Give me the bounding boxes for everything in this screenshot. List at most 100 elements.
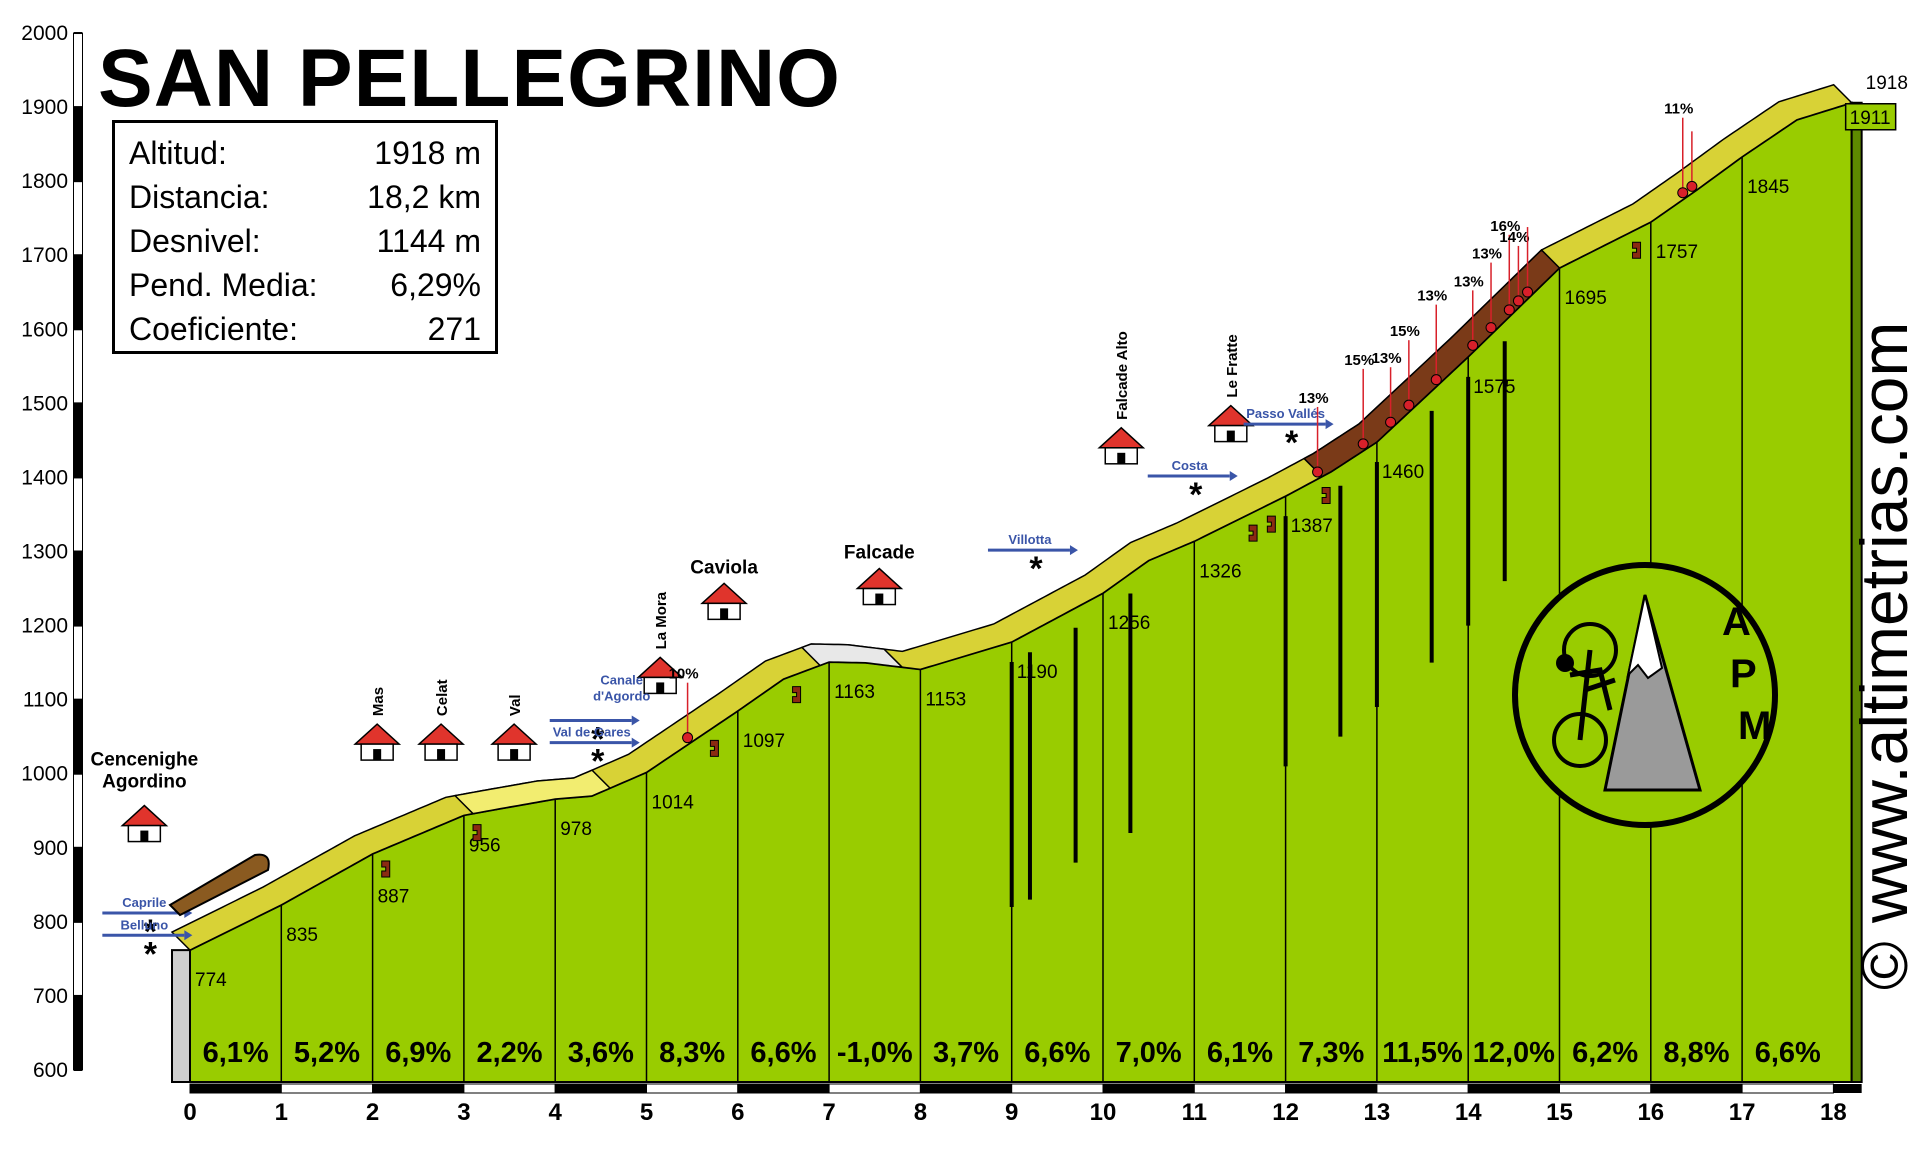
altitude-label: 1695: [1565, 288, 1607, 309]
stat-label: Desnivel:: [129, 223, 261, 259]
road-label: Costa: [1172, 458, 1209, 473]
gradient-marker-label: 16%: [1490, 218, 1520, 235]
house-door-icon: [140, 830, 149, 842]
altitude-label: 1460: [1382, 462, 1424, 483]
road-ribbon: [170, 83, 1854, 952]
place-label: Agordino: [102, 772, 186, 793]
x-axis-segment: [1011, 1083, 1104, 1094]
x-tick-label: 7: [822, 1099, 835, 1126]
x-tick-label: 4: [549, 1099, 563, 1126]
altitude-label: 1190: [1017, 662, 1058, 683]
altitude-label: 1757: [1656, 242, 1698, 263]
house-roof-icon: [700, 582, 749, 605]
stat-value: 1144 m: [376, 223, 481, 259]
x-tick-label: 14: [1455, 1099, 1482, 1126]
house-door-icon: [373, 749, 382, 761]
gradient-label: 6,6%: [1755, 1037, 1821, 1069]
gradient-label: 12,0%: [1473, 1037, 1555, 1069]
altitude-label: 1097: [743, 731, 785, 752]
y-tick-label: 1000: [21, 763, 68, 786]
altitude-label: 835: [286, 925, 318, 946]
village-house-icon: [490, 723, 539, 761]
gradient-marker-dot: [1485, 322, 1497, 334]
road-label: Val de Gares: [553, 725, 631, 740]
section-post-icon: [381, 860, 391, 878]
stat-value: 6,29%: [390, 267, 481, 303]
house-door-icon: [720, 608, 729, 620]
place-label: Caviola: [690, 557, 758, 578]
house-door-icon: [510, 749, 519, 761]
x-axis-segment: [1102, 1083, 1195, 1094]
x-axis-segment: [919, 1083, 1013, 1094]
x-tick-label: 10: [1090, 1099, 1117, 1126]
gradient-label: -1,0%: [837, 1037, 913, 1069]
x-tick-label: 6: [731, 1099, 744, 1126]
x-tick-label: 5: [640, 1099, 653, 1126]
stat-value: 18,2 km: [367, 179, 481, 215]
y-tick-label: 700: [33, 985, 68, 1008]
gradient-marker-dot: [1357, 438, 1369, 450]
cyclist-icon: [1569, 649, 1616, 741]
gradient-marker-label: 13%: [1299, 390, 1329, 407]
y-tick-label: 1400: [21, 466, 68, 489]
place-label: La Mora: [653, 591, 670, 649]
x-tick-label: 9: [1005, 1099, 1018, 1126]
house-roof-icon: [490, 723, 539, 745]
road-label: d'Agordo: [593, 688, 650, 703]
x-tick-label: 2: [366, 1099, 379, 1126]
stat-row-elevation-gain: Desnivel: 1144 m: [129, 219, 481, 263]
y-tick-label: 1700: [21, 244, 68, 267]
gradient-marker-dot: [1312, 466, 1324, 478]
gradient-marker-dot: [1503, 304, 1515, 316]
road-label: Passo Vallés: [1246, 406, 1325, 421]
x-tick-label: 0: [183, 1099, 196, 1126]
gradient-label: 6,6%: [750, 1037, 816, 1069]
junction-star-icon: *: [1029, 550, 1043, 588]
altitude-label: 1326: [1199, 561, 1241, 582]
altitude-tag-box: [1844, 103, 1897, 131]
section-post-icon: [1632, 241, 1642, 259]
y-tick-label: 1500: [21, 392, 68, 415]
logo-letter: P: [1730, 652, 1757, 696]
x-axis-segment: [1833, 1084, 1862, 1093]
junction-star-icon: *: [591, 720, 605, 758]
road-label: Caprile: [122, 895, 166, 910]
gradient-marker-label: 15%: [1390, 323, 1420, 340]
road-label: Belluno: [121, 917, 169, 932]
gradient-label: 2,2%: [476, 1037, 542, 1069]
gradient-marker-dot: [1385, 416, 1397, 428]
stat-value: 271: [427, 311, 481, 347]
altitude-label: 887: [378, 886, 410, 907]
tunnel-icon: [168, 853, 270, 917]
website-credit[interactable]: © www.altimetrias.com: [1847, 321, 1920, 990]
gradient-marker-label: 13%: [1454, 273, 1484, 290]
x-tick-label: 3: [457, 1099, 470, 1126]
x-tick-label: 12: [1272, 1099, 1299, 1126]
x-axis-segment: [828, 1083, 921, 1094]
x-axis-segment: [1650, 1083, 1743, 1094]
altitude-label: 978: [560, 819, 592, 840]
village-house-icon: [855, 567, 904, 606]
gradient-label: 6,2%: [1572, 1037, 1638, 1069]
road-label: Canale: [600, 672, 643, 687]
stat-label: Distancia:: [129, 179, 270, 215]
village-house-icon: [417, 723, 466, 761]
altitude-label: 1163: [834, 682, 875, 703]
gradient-label: 6,1%: [1207, 1037, 1273, 1069]
gradient-marker-dot: [1403, 399, 1415, 411]
place-label: Celat: [434, 679, 451, 716]
house-roof-icon: [855, 567, 904, 590]
house-roof-icon: [353, 723, 402, 745]
y-tick-label: 1900: [21, 96, 68, 119]
road-arrow-head-icon: [1325, 419, 1334, 430]
gradient-marker-label: 13%: [1372, 350, 1402, 367]
road-arrow-head-icon: [1069, 545, 1078, 556]
gradient-label: 6,9%: [385, 1037, 451, 1069]
stat-value: 1918 m: [374, 135, 481, 171]
x-tick-label: 16: [1637, 1099, 1664, 1126]
y-axis-frame: [73, 32, 83, 1071]
road-label: Villotta: [1008, 532, 1052, 547]
stat-row-altitude: Altitud: 1918 m: [129, 131, 481, 175]
x-axis-segment: [1193, 1083, 1287, 1094]
